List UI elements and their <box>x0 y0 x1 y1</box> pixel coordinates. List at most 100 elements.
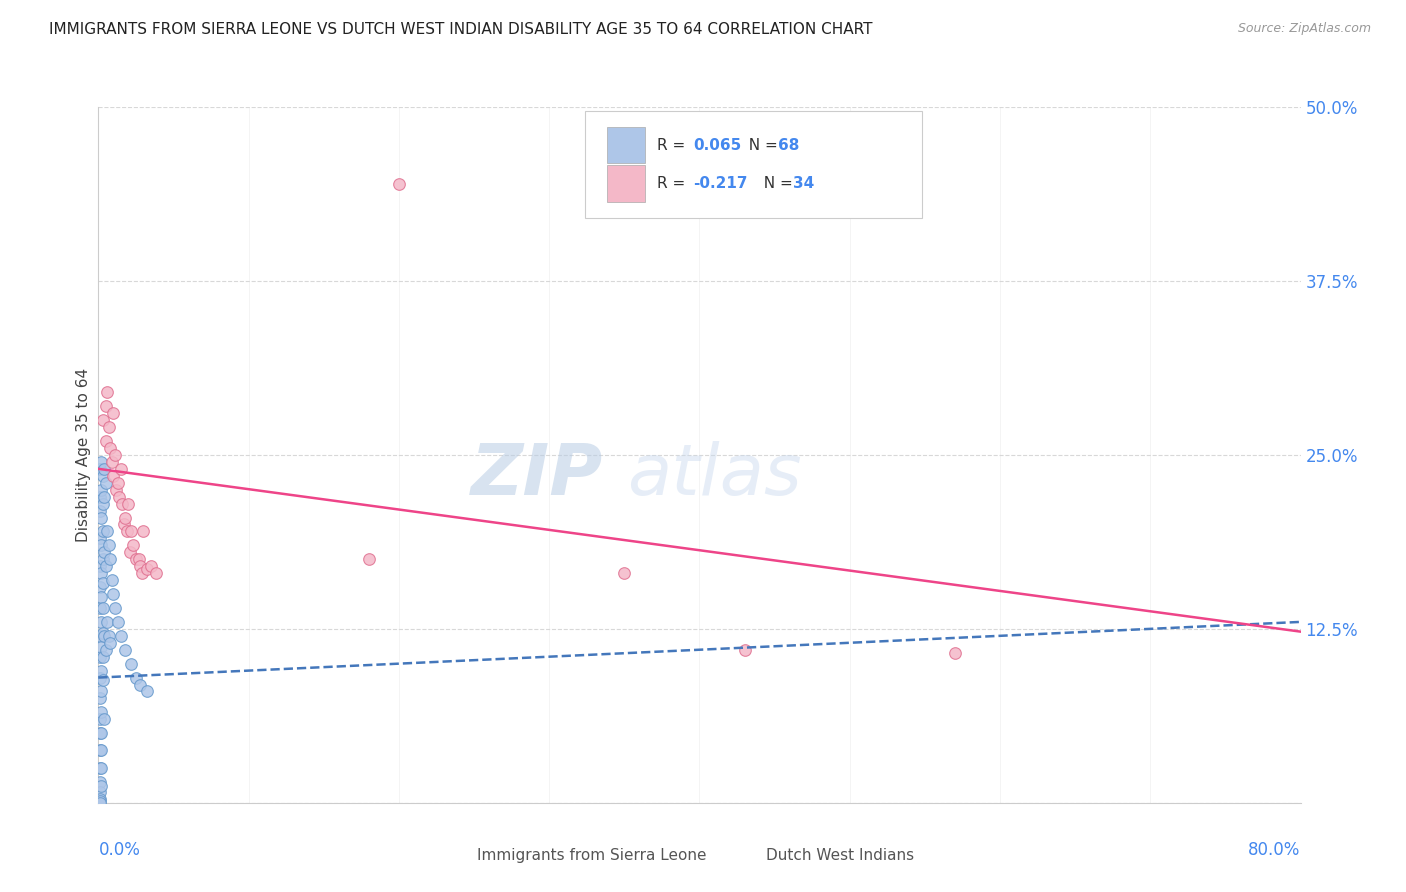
Point <box>125 552 148 566</box>
Point <box>97 420 120 434</box>
Point <box>145 566 167 581</box>
Point <box>129 677 152 691</box>
Point <box>89 794 111 808</box>
Point <box>125 671 148 685</box>
Point <box>90 590 112 604</box>
Point <box>90 483 112 497</box>
Point <box>91 673 114 688</box>
Point <box>388 177 411 191</box>
Point <box>110 462 132 476</box>
Point <box>94 642 117 657</box>
FancyBboxPatch shape <box>607 128 645 163</box>
Text: ZIP: ZIP <box>471 442 603 510</box>
Point <box>89 775 111 789</box>
Point <box>89 601 111 615</box>
Point <box>91 552 114 566</box>
Point <box>93 545 115 559</box>
Point <box>93 629 115 643</box>
Point <box>97 538 120 552</box>
Point <box>100 636 122 650</box>
Point <box>613 566 636 581</box>
Point <box>131 566 153 581</box>
Point <box>114 510 136 524</box>
Point <box>94 399 117 413</box>
Point <box>90 664 112 678</box>
Text: Immigrants from Sierra Leone: Immigrants from Sierra Leone <box>477 848 707 863</box>
Text: R =: R = <box>658 176 690 191</box>
Point <box>94 475 117 490</box>
Point <box>115 524 138 539</box>
Point <box>135 562 157 576</box>
Point <box>107 475 129 490</box>
Point <box>90 726 112 740</box>
Point <box>91 524 114 539</box>
Point <box>93 490 115 504</box>
Point <box>90 510 112 524</box>
Point <box>91 497 114 511</box>
Text: 34: 34 <box>793 176 814 191</box>
Point <box>89 580 111 594</box>
Point <box>91 626 114 640</box>
Point <box>107 615 129 629</box>
Point <box>90 706 112 720</box>
Point <box>111 497 134 511</box>
Point <box>96 524 118 539</box>
Point <box>90 455 112 469</box>
Point <box>91 601 114 615</box>
Point <box>89 726 111 740</box>
Point <box>90 566 112 581</box>
FancyBboxPatch shape <box>433 822 467 846</box>
Point <box>122 538 145 552</box>
Text: Dutch West Indians: Dutch West Indians <box>766 848 914 863</box>
Point <box>734 642 756 657</box>
Point <box>121 657 143 671</box>
Text: 0.065: 0.065 <box>693 137 742 153</box>
Point <box>89 559 111 574</box>
Point <box>118 545 141 559</box>
Text: N =: N = <box>754 176 797 191</box>
Point <box>96 385 118 400</box>
FancyBboxPatch shape <box>585 111 922 219</box>
Text: atlas: atlas <box>627 442 801 510</box>
Point <box>103 587 125 601</box>
Point <box>89 462 111 476</box>
FancyBboxPatch shape <box>607 166 645 202</box>
Point <box>104 448 127 462</box>
Point <box>89 532 111 546</box>
Point <box>357 552 380 566</box>
Point <box>90 615 112 629</box>
Point <box>132 524 155 539</box>
Point <box>91 413 114 427</box>
Point <box>89 743 111 757</box>
Point <box>89 503 111 517</box>
Point <box>94 559 117 574</box>
Point <box>90 761 112 775</box>
Point <box>89 671 111 685</box>
Point <box>121 524 143 539</box>
Point <box>110 629 132 643</box>
Point <box>90 779 112 793</box>
Point <box>89 691 111 706</box>
Point <box>112 517 135 532</box>
Point <box>114 642 136 657</box>
Point <box>100 552 122 566</box>
Text: Source: ZipAtlas.com: Source: ZipAtlas.com <box>1237 22 1371 36</box>
Point <box>89 649 111 664</box>
Point <box>89 761 111 775</box>
Point <box>89 490 111 504</box>
Point <box>139 559 162 574</box>
Point <box>90 743 112 757</box>
Point <box>91 468 114 483</box>
Text: 0.0%: 0.0% <box>98 841 141 859</box>
Point <box>93 712 115 726</box>
Point <box>89 629 111 643</box>
Text: -0.217: -0.217 <box>693 176 748 191</box>
Point <box>100 441 122 455</box>
Point <box>89 785 111 799</box>
Point <box>128 552 150 566</box>
Point <box>101 455 124 469</box>
Point <box>129 559 152 574</box>
Point <box>108 490 131 504</box>
Point <box>101 573 124 587</box>
Point <box>89 712 111 726</box>
